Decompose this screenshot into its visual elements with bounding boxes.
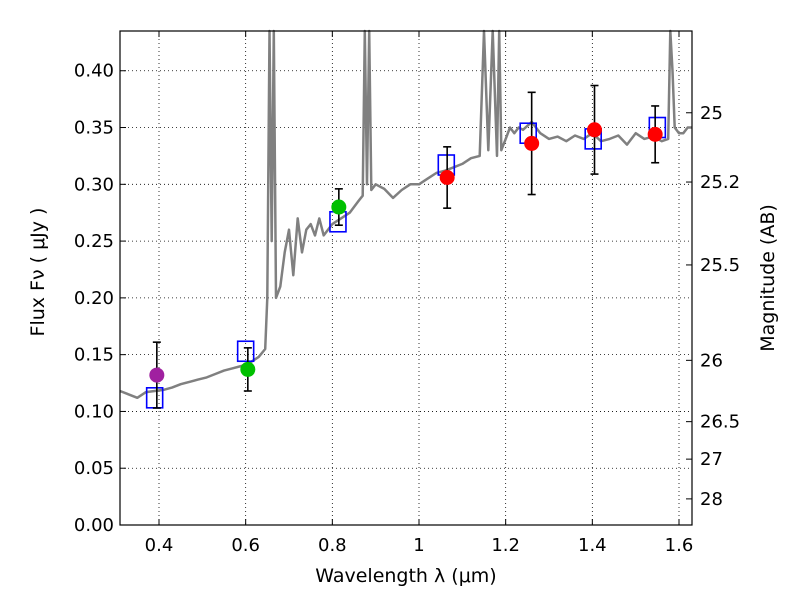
y-tick-label: 0.15: [74, 345, 114, 366]
mag-tick-label: 26: [700, 350, 723, 371]
mag-tick-label: 25: [700, 103, 723, 124]
observed-point: [587, 122, 602, 138]
y-tick-label: 0.30: [74, 174, 114, 195]
observed-point: [240, 361, 256, 377]
plot-frame: [119, 30, 693, 526]
x-tick-label: 0.6: [231, 535, 260, 556]
observed-point: [647, 126, 663, 142]
x-axis-title: Wavelength λ (μm): [315, 565, 496, 587]
mag-tick-label: 28: [700, 489, 723, 510]
y-tick-label: 0.35: [74, 118, 114, 139]
y-tick-label: 0.20: [74, 288, 114, 309]
y-axis-title: Flux Fν ( μJy ): [27, 208, 49, 337]
x-tick-label: 0.4: [145, 535, 174, 556]
observed-point: [331, 199, 347, 215]
y-tick-label: 0.40: [74, 61, 114, 82]
y-tick-label: 0.25: [74, 231, 114, 252]
mag-tick-label: 25.2: [700, 172, 740, 193]
y-tick-label: 0.00: [74, 515, 114, 536]
mag-tick-label: 27: [700, 449, 723, 470]
x-tick-label: 1: [413, 535, 424, 556]
observed-point: [439, 169, 455, 185]
y-tick-label: 0.10: [74, 401, 114, 422]
x-tick-label: 1.2: [491, 535, 520, 556]
mag-tick-label: 26.5: [700, 412, 740, 433]
x-tick-label: 1.6: [665, 535, 694, 556]
y2-axis-title: Magnitude (AB): [757, 204, 779, 352]
observed-point: [149, 367, 165, 383]
model-square-marker: [236, 340, 255, 363]
plot-area: [119, 29, 692, 409]
y-tick-label: 0.05: [74, 458, 114, 479]
axis-ticks: 0.4 0.6 0.8 1 1.2 1.4 1.6 0.00 0.05 0.10 0.15 0.20 0…: [74, 31, 740, 556]
mag-tick-label: 25.5: [700, 255, 740, 276]
x-tick-label: 0.8: [318, 535, 347, 556]
x-tick-label: 1.4: [578, 535, 607, 556]
observed-point: [524, 135, 540, 151]
